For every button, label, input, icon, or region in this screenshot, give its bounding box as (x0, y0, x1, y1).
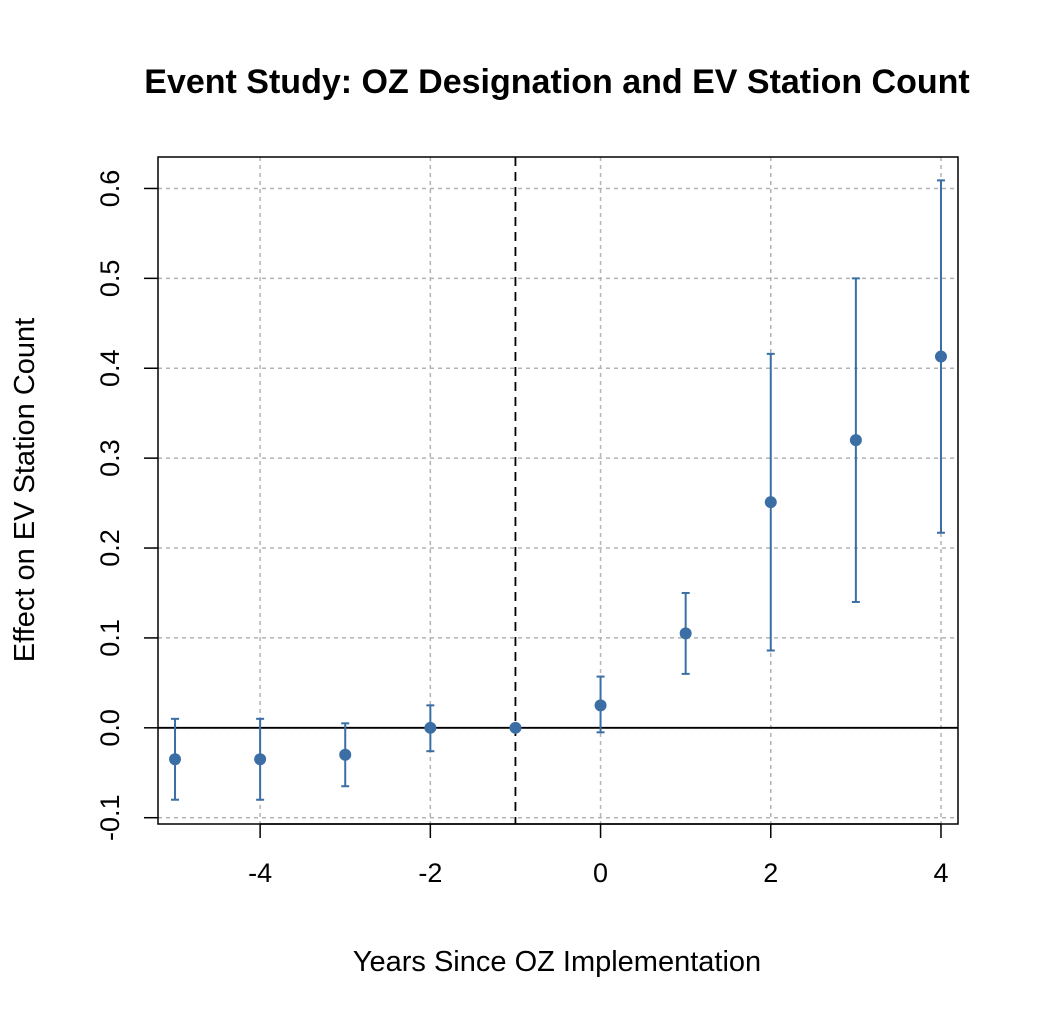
data-point (764, 496, 777, 509)
reference-lines (158, 157, 958, 824)
y-tick-label: 0.2 (95, 529, 125, 567)
data-point (169, 753, 182, 766)
y-tick-label: 0.4 (95, 349, 125, 387)
y-axis-label: Effect on EV Station Count (9, 318, 41, 662)
y-tick-label: 0.5 (95, 260, 125, 298)
data-point (424, 721, 437, 734)
data-point (849, 434, 862, 447)
y-tick-label: 0.6 (95, 170, 125, 208)
error-bars (171, 179, 945, 801)
y-tick-label: 0.3 (95, 439, 125, 477)
data-point (339, 748, 352, 761)
x-axis-label: Years Since OZ Implementation (353, 946, 761, 978)
y-axis: -0.1 0.0 0.1 0.2 0.3 0.4 0.5 0.6 (95, 170, 158, 841)
x-axis: -4 -2 0 2 4 (248, 823, 948, 888)
plot-frame (157, 156, 959, 825)
x-tick-label: -2 (418, 858, 442, 888)
y-tick-label: 0.1 (95, 619, 125, 657)
data-point (934, 350, 947, 363)
grid-lines (158, 157, 958, 824)
data-point (254, 753, 267, 766)
chart-title: Event Study: OZ Designation and EV Stati… (144, 63, 969, 101)
data-points (169, 350, 947, 766)
x-tick-label: 0 (593, 858, 608, 888)
data-point (679, 627, 692, 640)
y-tick-label: -0.1 (95, 794, 125, 841)
x-tick-label: -4 (248, 858, 272, 888)
data-point (509, 721, 522, 734)
x-tick-label: 4 (933, 858, 948, 888)
x-tick-label: 2 (763, 858, 778, 888)
y-tick-label: 0.0 (95, 709, 125, 747)
data-point (594, 699, 607, 712)
